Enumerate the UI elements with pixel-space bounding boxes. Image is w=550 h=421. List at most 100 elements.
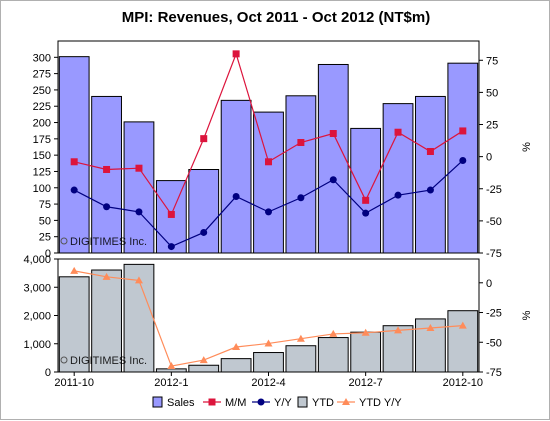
yy-marker (200, 228, 208, 236)
yy-marker (103, 203, 111, 211)
mm-marker (426, 147, 434, 155)
mm-marker (167, 210, 175, 218)
sales-bar (382, 103, 414, 254)
chart-title: MPI: Revenues, Oct 2011 - Oct 2012 (NT$m… (121, 9, 431, 26)
mm-marker (297, 139, 305, 147)
ytd-yy-marker (426, 323, 435, 331)
bottom-left-tick-label: 1,000 (23, 339, 51, 351)
x-tick-label: 2012-10 (443, 377, 483, 389)
yy-marker (459, 156, 467, 164)
yy-marker (70, 186, 78, 194)
x-tick-label: 2011-10 (54, 377, 94, 389)
mm-marker (232, 50, 240, 58)
mm-marker (103, 165, 111, 173)
watermark-bottom: DIGITIMES Inc. (70, 355, 147, 367)
bottom-right-tick-label: -50 (486, 337, 502, 349)
top-left-tick-label: 175 (33, 134, 51, 146)
bottom-right-tick-label: 0 (486, 278, 492, 290)
bottom-left-tick-label: 4,000 (23, 254, 51, 266)
mm-marker (394, 128, 402, 136)
ytd-bar (285, 345, 317, 373)
mm-marker (329, 130, 337, 138)
ytd-bar (253, 352, 284, 373)
yy-marker (329, 176, 337, 184)
mm-marker (70, 158, 78, 166)
top-left-tick-label: 75 (39, 199, 51, 211)
top-left-tick-label: 150 (33, 150, 51, 162)
mm-marker (459, 127, 467, 135)
ytd-bar (91, 269, 122, 373)
yy-marker (135, 208, 143, 216)
ytd-bar (58, 276, 90, 373)
legend-label: YTD Y/Y (359, 397, 402, 409)
mm-marker (265, 158, 272, 166)
top-right-tick-label: 25 (486, 120, 498, 132)
sales-bar (285, 95, 317, 254)
bottom-right-axis-label: % (521, 310, 533, 320)
x-tick-label: 2012-1 (154, 377, 188, 389)
sales-bar (350, 127, 382, 254)
bottom-right-tick-label: -25 (486, 308, 502, 320)
ytd-yy-marker (329, 329, 338, 337)
ytd-bar (447, 310, 479, 373)
watermark-logo-top (60, 237, 68, 245)
ytd-yy-marker (232, 343, 241, 351)
sales-bar (220, 99, 252, 254)
top-left-tick-label: 125 (33, 166, 51, 178)
bottom-right-tick-label: -75 (486, 367, 502, 379)
top-right-tick-label: 75 (486, 55, 498, 67)
watermark-logo-bottom (60, 356, 68, 364)
legend-label: YTD (312, 397, 334, 409)
ytd-yy-marker (394, 326, 403, 334)
legend-label: Sales (167, 397, 195, 409)
top-left-tick-label: 275 (33, 69, 51, 81)
bottom-left-tick-label: 3,000 (23, 282, 51, 294)
x-tick-label: 2012-4 (251, 377, 285, 389)
top-left-tick-label: 225 (33, 101, 51, 113)
top-right-tick-label: -75 (486, 248, 502, 260)
mm-marker (362, 196, 370, 204)
top-left-tick-label: 200 (33, 118, 51, 130)
sales-bar (253, 111, 284, 254)
legend-label: Y/Y (274, 397, 292, 409)
ytd-yy-marker (458, 321, 467, 329)
ytd-bar (350, 331, 382, 373)
sales-bar (317, 63, 349, 254)
legend-swatch-ytd (297, 396, 308, 408)
top-right-tick-label: 50 (486, 87, 498, 99)
sales-bar (58, 56, 90, 254)
top-right-tick-label: -25 (486, 184, 502, 196)
yy-marker (426, 186, 434, 194)
top-left-tick-label: 50 (39, 215, 51, 227)
yy-marker (362, 209, 370, 217)
mm-marker (200, 135, 208, 143)
x-tick-label: 2012-7 (349, 377, 383, 389)
sales-bar (123, 121, 155, 254)
ytd-yy-marker (167, 362, 176, 370)
yy-marker (232, 192, 240, 200)
ytd-bar (155, 368, 187, 373)
legend-marker-square (208, 398, 216, 406)
top-left-tick-label: 25 (39, 232, 51, 244)
ytd-yy-marker (199, 356, 208, 364)
ytd-yy-marker (264, 339, 273, 347)
yy-marker (167, 243, 175, 251)
ytd-bar (317, 337, 349, 373)
top-left-tick-label: 300 (33, 52, 51, 64)
ytd-bar (382, 325, 414, 373)
yy-marker (265, 208, 272, 216)
bottom-left-tick-label: 0 (45, 367, 51, 379)
legend-label: M/M (225, 397, 246, 409)
top-right-tick-label: -50 (486, 216, 502, 228)
yy-marker (297, 194, 305, 202)
legend-swatch-sales (152, 396, 163, 408)
yy-marker (394, 191, 402, 199)
top-right-tick-label: 0 (486, 152, 492, 164)
watermark-top: DIGITIMES Inc. (70, 236, 147, 248)
ytd-yy-marker (296, 334, 305, 342)
legend-marker-triangle (342, 398, 350, 405)
top-right-axis-label: % (521, 142, 533, 152)
top-left-tick-label: 100 (33, 183, 51, 195)
